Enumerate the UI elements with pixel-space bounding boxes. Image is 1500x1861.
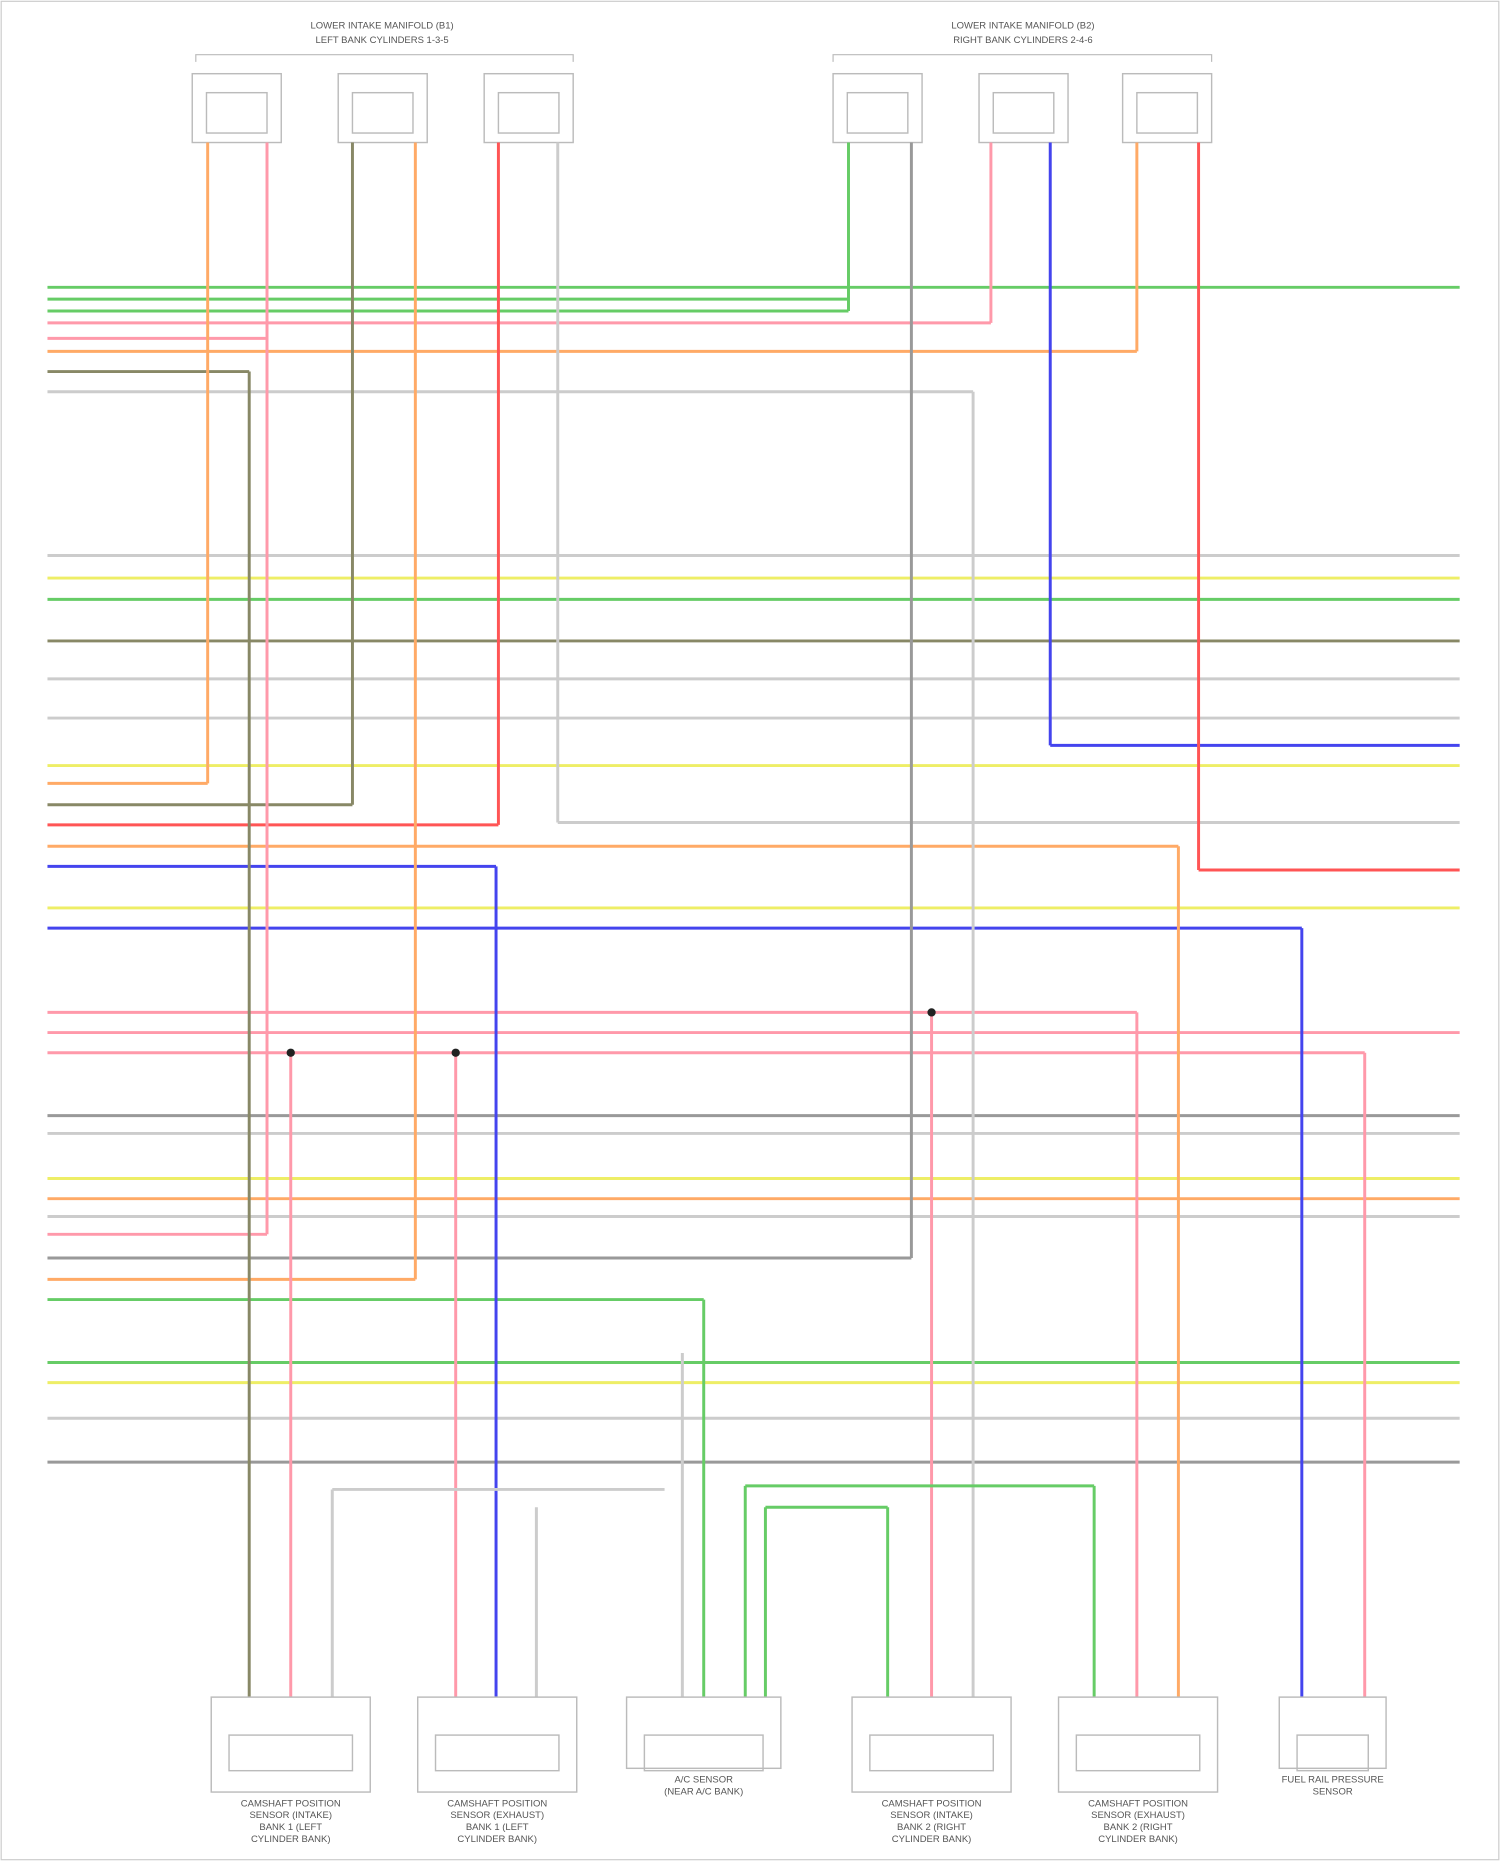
component-label: CAMSHAFT POSITION <box>1088 1798 1188 1809</box>
component-label: CYLINDER BANK) <box>892 1834 972 1845</box>
component-label: SENSOR (INTAKE) <box>249 1810 332 1821</box>
title: RIGHT BANK CYLINDERS 2-4-6 <box>953 35 1092 46</box>
component <box>1278 1696 1387 1770</box>
component <box>851 1696 1012 1793</box>
splice <box>451 1048 460 1057</box>
connector <box>846 91 909 134</box>
component-label: CAMSHAFT POSITION <box>882 1798 982 1809</box>
component-label: BANK 1 (LEFT <box>466 1822 529 1833</box>
component-label: A/C SENSOR <box>674 1775 733 1786</box>
title: LOWER INTAKE MANIFOLD (B2) <box>951 21 1094 32</box>
component-label: CAMSHAFT POSITION <box>447 1798 547 1809</box>
connector <box>351 91 414 134</box>
component-body <box>1296 1734 1369 1772</box>
component-body <box>228 1734 354 1772</box>
bracket <box>832 54 1213 62</box>
component-body <box>869 1734 994 1772</box>
component-body <box>643 1734 764 1772</box>
component-label: SENSOR (EXHAUST) <box>450 1810 544 1821</box>
component-label: BANK 2 (RIGHT <box>897 1822 966 1833</box>
component-label: FUEL RAIL PRESSURE <box>1282 1775 1384 1786</box>
component-label: CAMSHAFT POSITION <box>241 1798 341 1809</box>
component-label: SENSOR (INTAKE) <box>890 1810 973 1821</box>
bracket <box>195 54 574 62</box>
connector <box>497 91 560 134</box>
component-label: SENSOR <box>1313 1786 1353 1797</box>
splice <box>927 1008 936 1017</box>
component-label: BANK 2 (RIGHT <box>1104 1822 1173 1833</box>
connector <box>191 72 282 144</box>
connector <box>483 72 574 144</box>
component <box>417 1696 578 1793</box>
connector <box>1136 91 1199 134</box>
component-label: BANK 1 (LEFT <box>259 1822 322 1833</box>
component-label: CYLINDER BANK) <box>457 1834 537 1845</box>
component <box>1057 1696 1219 1793</box>
component <box>210 1696 371 1793</box>
title: LEFT BANK CYLINDERS 1-3-5 <box>316 35 449 46</box>
component-label: SENSOR (EXHAUST) <box>1091 1810 1185 1821</box>
connector <box>992 91 1055 134</box>
component-label: (NEAR A/C BANK) <box>664 1786 743 1797</box>
title: LOWER INTAKE MANIFOLD (B1) <box>311 21 454 32</box>
connector <box>1121 72 1213 144</box>
component-body <box>1075 1734 1201 1772</box>
component-label: CYLINDER BANK) <box>1098 1834 1178 1845</box>
connector <box>978 72 1069 144</box>
component-body <box>434 1734 560 1772</box>
component <box>625 1696 782 1770</box>
connector <box>337 72 428 144</box>
component-label: CYLINDER BANK) <box>251 1834 331 1845</box>
splice <box>286 1048 295 1057</box>
connector <box>205 91 268 134</box>
connector <box>832 72 923 144</box>
